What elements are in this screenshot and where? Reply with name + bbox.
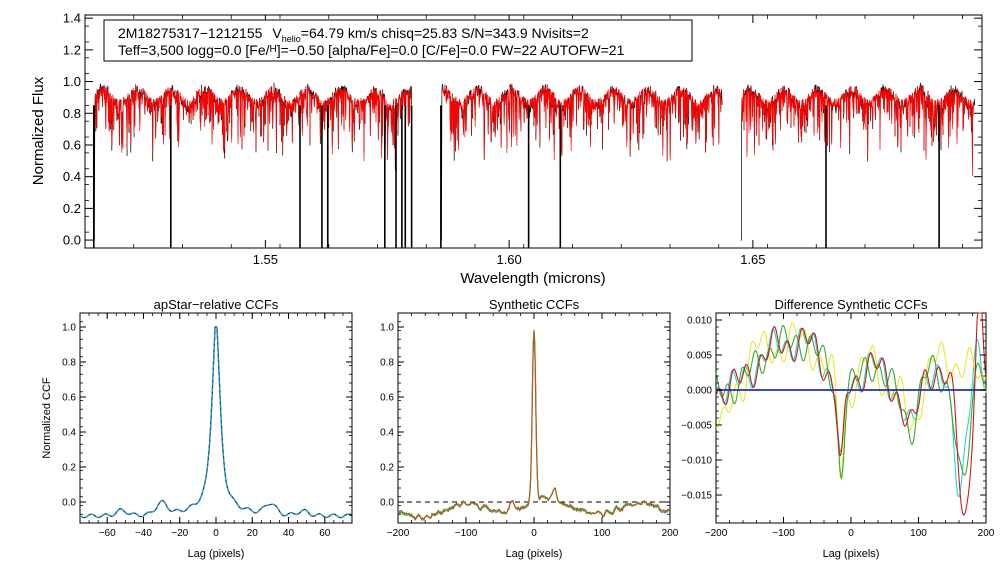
y-tick-label: 1.0 [62, 323, 76, 334]
y-tick-label: 0.2 [62, 463, 76, 474]
x-tick-label: −20 [171, 528, 188, 539]
ccf1-title: apStar−relative CCFs [154, 297, 279, 312]
x-tick-label: 1.60 [496, 252, 521, 267]
y-tick-label: 0.6 [63, 138, 81, 153]
spectrum-panel: 1.55 1.60 1.65 0.0 0.2 0.4 0.6 0.8 1.0 1.2 1.4 2M1… [30, 11, 983, 287]
y-tick-label: 0.0 [62, 498, 76, 509]
ccf2-panel: −200 −100 0 100 200 0.0 0.2 0.4 0.6 0.8 1.0 Synthe… [380, 297, 679, 560]
ccf1-line [79, 326, 353, 519]
y-tick-label: 0.000 [687, 386, 712, 397]
x-tick-label: 20 [247, 528, 259, 539]
x-tick-label: −100 [455, 528, 478, 539]
header-line-2: Teff=3,500 logg=0.0 [Fe/H]=−0.50 [alpha/… [118, 42, 625, 58]
ccf2-title: Synthetic CCFs [489, 297, 580, 312]
x-tick-label: 60 [319, 528, 331, 539]
y-tick-label: 0.2 [63, 201, 81, 216]
x-tick-label: −200 [387, 528, 410, 539]
x-tick-label: 200 [662, 528, 679, 539]
spectrum-ylabel: Normalized Flux [30, 76, 47, 185]
ccf3-green-line [715, 324, 987, 480]
ccf3-axes: −200 −100 0 100 200 −0.015 −0.010 −0.005 0.000 0.… [681, 312, 995, 539]
x-tick-label: 100 [910, 528, 927, 539]
ccf2-green-line [397, 329, 671, 522]
ccf2-series [397, 329, 671, 522]
y-tick-label: 0.010 [687, 316, 712, 327]
spectrum-axes: 1.55 1.60 1.65 0.0 0.2 0.4 0.6 0.8 1.0 1.2 1.4 [63, 11, 982, 267]
y-tick-label: 0.005 [687, 351, 712, 362]
y-tick-label: 0.4 [63, 169, 81, 184]
spectrum-legend-box: 2M18275317−1212155 Vhelio=64.79 km/s chis… [103, 19, 693, 62]
ccf2-plot-frame [397, 312, 671, 524]
spectrum-model-line [741, 85, 975, 176]
y-tick-label: 0.8 [63, 106, 81, 121]
header-line-1: 2M18275317−1212155 Vhelio=64.79 km/s chis… [118, 25, 589, 44]
x-tick-label: 1.55 [253, 252, 278, 267]
ccf3-yellow-line [715, 322, 987, 482]
spectrum-xlabel: Wavelength (microns) [460, 270, 605, 287]
x-tick-label: −60 [99, 528, 116, 539]
x-tick-label: 0 [848, 528, 854, 539]
x-tick-label: 0 [531, 528, 537, 539]
y-tick-label: 0.6 [62, 393, 76, 404]
ccf2-axes: −200 −100 0 100 200 0.0 0.2 0.4 0.6 0.8 1.0 [380, 312, 679, 539]
y-tick-label: 1.0 [380, 323, 394, 334]
x-tick-label: 0 [213, 528, 219, 539]
y-tick-label: 0.0 [63, 233, 81, 248]
ccf1-xlabel: Lag (pixels) [188, 548, 245, 560]
y-tick-label: −0.010 [681, 456, 712, 467]
ccf3-panel: −200 −100 0 100 200 −0.015 −0.010 −0.005 0.000 0.… [681, 297, 995, 560]
x-tick-label: 40 [283, 528, 295, 539]
ccf3-title: Difference Synthetic CCFs [775, 297, 928, 312]
y-tick-label: −0.005 [681, 421, 712, 432]
ccf3-series [715, 312, 987, 516]
spectrum-series [92, 82, 976, 248]
spectrum-plot-frame [84, 14, 983, 249]
y-tick-label: 0.6 [380, 393, 394, 404]
x-tick-label: 200 [978, 528, 995, 539]
ccf1-ylabel: Normalized CCF [41, 377, 53, 459]
y-tick-label: 0.4 [380, 428, 394, 439]
ccf1-series [79, 326, 353, 519]
y-tick-label: 1.4 [63, 11, 81, 26]
x-tick-label: −200 [705, 528, 728, 539]
y-tick-label: 0.2 [380, 463, 394, 474]
x-tick-label: 100 [594, 528, 611, 539]
y-tick-label: 1.2 [63, 42, 81, 57]
ccf2-brown-line [397, 331, 670, 522]
y-tick-label: −0.015 [681, 491, 712, 502]
ccf3-cyan-line [715, 327, 987, 498]
x-tick-label: −40 [135, 528, 152, 539]
x-tick-label: 1.65 [740, 252, 765, 267]
ccf2-xlabel: Lag (pixels) [506, 548, 563, 560]
ccf1-dashed-line [79, 326, 353, 519]
y-tick-label: 0.4 [62, 428, 76, 439]
x-tick-label: −100 [772, 528, 795, 539]
ccf3-crimson-line [715, 312, 987, 516]
y-tick-label: 1.0 [63, 74, 81, 89]
y-tick-label: 0.8 [62, 358, 76, 369]
ccf1-panel: −60 −40 −20 0 20 40 60 0.0 0.2 0.4 0.6 0.8 1.0 apSta… [41, 297, 353, 560]
ccf1-axes: −60 −40 −20 0 20 40 60 0.0 0.2 0.4 0.6 0.8 1.0 [62, 312, 353, 539]
spectrum-model-line [94, 86, 411, 162]
y-tick-label: 0.8 [380, 358, 394, 369]
y-tick-label: 0.0 [380, 498, 394, 509]
ccf1-plot-frame [79, 312, 353, 524]
spectrum-model-line [441, 85, 722, 162]
ccf3-xlabel: Lag (pixels) [823, 548, 880, 560]
ccf3-plot-frame [715, 312, 987, 524]
